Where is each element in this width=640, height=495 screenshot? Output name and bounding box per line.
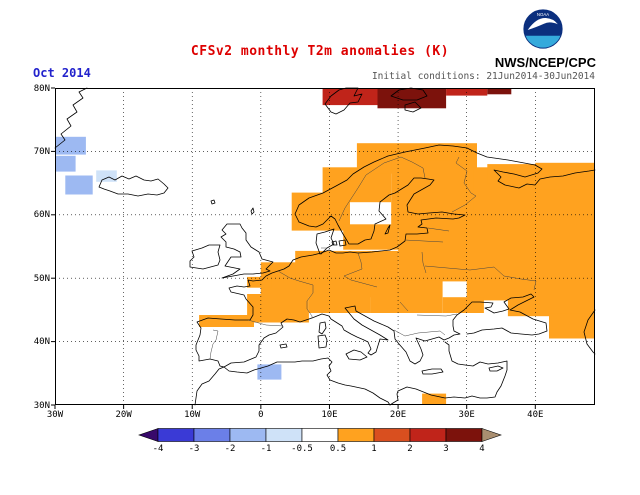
anomaly-cell — [446, 88, 488, 96]
map-frame-border — [55, 88, 595, 405]
coast-caspian — [583, 309, 596, 355]
longitude-tick-label: 20E — [389, 410, 407, 420]
longitude-tick-label: 10W — [184, 410, 201, 420]
coast-europe-main — [195, 177, 548, 368]
colorbar-tick-label: 4 — [479, 444, 485, 454]
anomaly-shading — [55, 88, 595, 405]
anomaly-cell — [549, 313, 595, 339]
longitude-tick-label: 40E — [527, 410, 544, 420]
colorbar-segment — [409, 428, 447, 442]
anomaly-cell — [370, 280, 443, 313]
colorbar-tick-label: -2 — [224, 444, 236, 454]
colorbar-tick-label: -4 — [152, 444, 164, 454]
latitude-tick-label: 30N — [33, 400, 50, 411]
anomaly-cell — [487, 88, 512, 95]
coast-anatolia-levant-africa — [389, 341, 508, 406]
anomaly-cell — [96, 170, 117, 182]
anomaly-cell — [257, 364, 282, 380]
colorbar-segment — [445, 428, 483, 442]
colorbar-tick-label: 0.5 — [329, 444, 347, 454]
coast-islands — [210, 199, 504, 375]
latitude-tick-label: 60N — [33, 210, 50, 221]
colorbar — [138, 428, 502, 442]
colorbar-tick-label: 2 — [407, 444, 413, 454]
colorbar-tick-label: 1 — [371, 444, 377, 454]
agency-label: NWS/NCEP/CPC — [494, 55, 596, 70]
coast-svalbard — [324, 87, 428, 115]
anomaly-cell — [247, 294, 309, 323]
latlon-grid — [51, 87, 595, 409]
latitude-tick-label: 40N — [33, 337, 50, 348]
anomaly-cell — [377, 88, 447, 109]
colorbar-segment — [301, 428, 339, 442]
longitude-tick-label: 30E — [458, 410, 475, 420]
latitude-tick-label: 80N — [33, 83, 50, 94]
latitude-tick-label: 50N — [33, 273, 50, 284]
anomaly-cell — [422, 393, 447, 405]
anomaly-cell — [308, 294, 371, 313]
anomaly-cell — [247, 276, 272, 288]
coast-scandinavia-arctic — [294, 144, 596, 223]
colorbar-tick-label: -0.5 — [291, 444, 313, 454]
initial-conditions-label: Initial conditions: 21Jun2014-30Jun2014 — [371, 71, 595, 82]
coast-denmark — [315, 228, 335, 255]
latitude-tick-label: 70N — [33, 146, 50, 157]
longitude-tick-label: 0 — [258, 410, 264, 420]
noaa-logo: NOAA — [521, 7, 565, 51]
country-borders — [209, 156, 537, 360]
colorbar-segment — [265, 428, 303, 442]
coast-britain — [220, 223, 274, 279]
coast-greenland — [54, 87, 88, 149]
colorbar-tick-label: -1 — [260, 444, 272, 454]
colorbar-left-arrow-icon — [138, 428, 159, 442]
anomaly-cell — [398, 218, 595, 282]
map-area — [51, 87, 596, 409]
colorbar-tick-label: -3 — [188, 444, 200, 454]
coast-africa-west — [194, 357, 391, 406]
longitude-tick-label: 20W — [115, 410, 132, 420]
coastlines — [54, 87, 596, 406]
colorbar-segment — [337, 428, 375, 442]
noaa-logo-gull-icon — [527, 17, 558, 30]
anomaly-cell — [535, 162, 595, 190]
colorbar-legend: -4 -3 -2 -1 -0.5 0.5 1 2 3 4 — [138, 427, 502, 457]
colorbar-tick-label: 3 — [443, 444, 449, 454]
anomaly-cell — [65, 175, 93, 195]
coast-ireland — [189, 244, 221, 270]
anomaly-cell — [343, 224, 399, 250]
chart-title: CFSv2 monthly T2m anomalies (K) — [190, 44, 450, 59]
noaa-logo-text: NOAA — [537, 12, 549, 17]
anomaly-cell — [55, 155, 76, 172]
anomaly-cell — [55, 136, 86, 155]
colorbar-segment — [373, 428, 411, 442]
longitude-tick-label: 30W — [46, 410, 64, 420]
colorbar-segment — [229, 428, 267, 442]
forecast-month-label: Oct 2014 — [33, 66, 91, 80]
colorbar-segment — [157, 428, 195, 442]
coast-iceland — [98, 175, 169, 197]
noaa-logo-sea — [525, 35, 561, 48]
anomaly-cell — [199, 315, 254, 327]
anomaly-cell — [442, 297, 484, 313]
longitude-tick-label: 10E — [321, 410, 338, 420]
colorbar-right-arrow-icon — [481, 428, 502, 442]
colorbar-segment — [193, 428, 231, 442]
